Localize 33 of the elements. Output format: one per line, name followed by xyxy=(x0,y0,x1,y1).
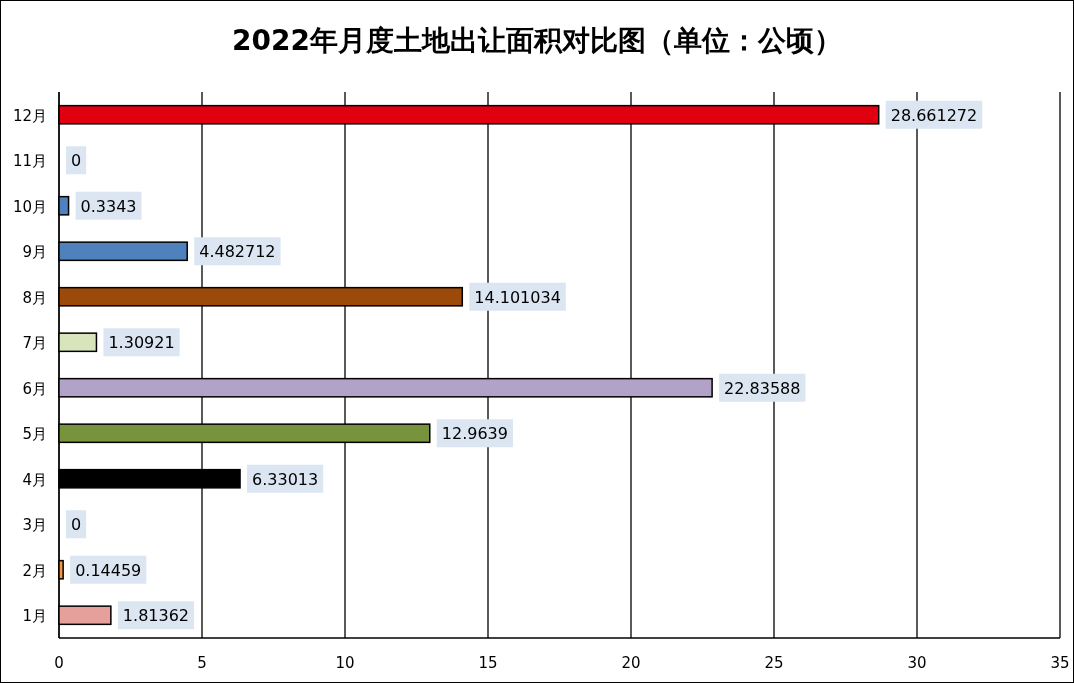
x-tick-label: 20 xyxy=(621,654,641,672)
x-tick-label: 15 xyxy=(478,654,498,672)
data-label: 0.3343 xyxy=(80,196,137,216)
y-tick-label: 5月 xyxy=(22,425,47,444)
y-tick-label: 4月 xyxy=(22,470,47,489)
x-tick-label: 5 xyxy=(197,654,207,672)
x-tick-label: 35 xyxy=(1050,654,1070,672)
x-tick-label: 25 xyxy=(764,654,784,672)
y-tick-label: 2月 xyxy=(22,561,47,580)
data-label: 0.14459 xyxy=(75,560,142,580)
data-label: 0 xyxy=(71,151,82,171)
y-tick-label: 3月 xyxy=(22,516,47,535)
data-label: 12.9639 xyxy=(441,424,508,444)
y-tick-label: 1月 xyxy=(22,607,47,626)
data-label: 1.81362 xyxy=(122,606,190,626)
data-label: 14.101034 xyxy=(474,287,561,307)
x-tick-label: 0 xyxy=(54,654,64,672)
data-label: 6.33013 xyxy=(252,469,319,489)
x-tick-label: 10 xyxy=(335,654,355,672)
data-label: 22.83588 xyxy=(724,378,801,398)
data-label: 28.661272 xyxy=(890,105,978,125)
data-label: 1.30921 xyxy=(108,333,175,353)
x-tick-label: 30 xyxy=(907,654,927,672)
y-tick-label: 8月 xyxy=(22,288,47,307)
data-label: 4.482712 xyxy=(199,242,276,262)
y-tick-label: 12月 xyxy=(12,106,47,125)
y-tick-label: 11月 xyxy=(12,152,47,171)
y-tick-label: 9月 xyxy=(22,243,47,262)
y-tick-label: 7月 xyxy=(22,334,47,353)
chart-title: 2022年月度土地出让面积对比图（单位：公顷） xyxy=(232,24,842,57)
data-label: 0 xyxy=(71,515,82,535)
y-tick-label: 6月 xyxy=(22,379,47,398)
y-tick-label: 10月 xyxy=(12,197,47,216)
